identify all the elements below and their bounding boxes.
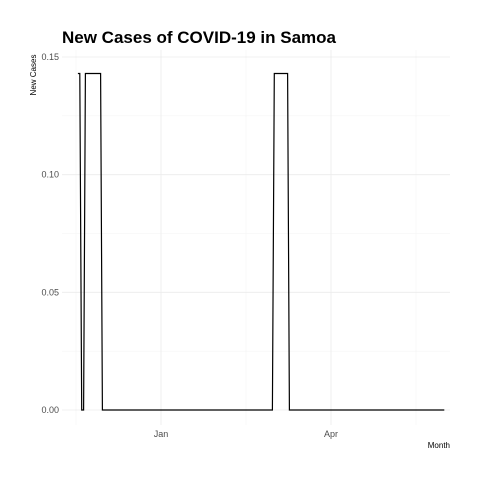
x-tick-label: Apr — [324, 429, 338, 439]
tick-labels: 0.00 0.05 0.10 0.15 Jan Apr — [41, 52, 338, 439]
plot-area — [78, 74, 444, 411]
series-line — [78, 74, 444, 411]
x-axis-title: Month — [428, 441, 450, 450]
chart-title: New Cases of COVID-19 in Samoa — [62, 28, 337, 47]
y-tick-label: 0.05 — [41, 287, 59, 297]
y-axis-title: New Cases — [29, 55, 38, 96]
y-tick-label: 0.15 — [41, 52, 59, 62]
y-tick-label: 0.10 — [41, 170, 59, 180]
y-tick-label: 0.00 — [41, 405, 59, 415]
grid — [62, 50, 450, 425]
x-tick-label: Jan — [154, 429, 169, 439]
